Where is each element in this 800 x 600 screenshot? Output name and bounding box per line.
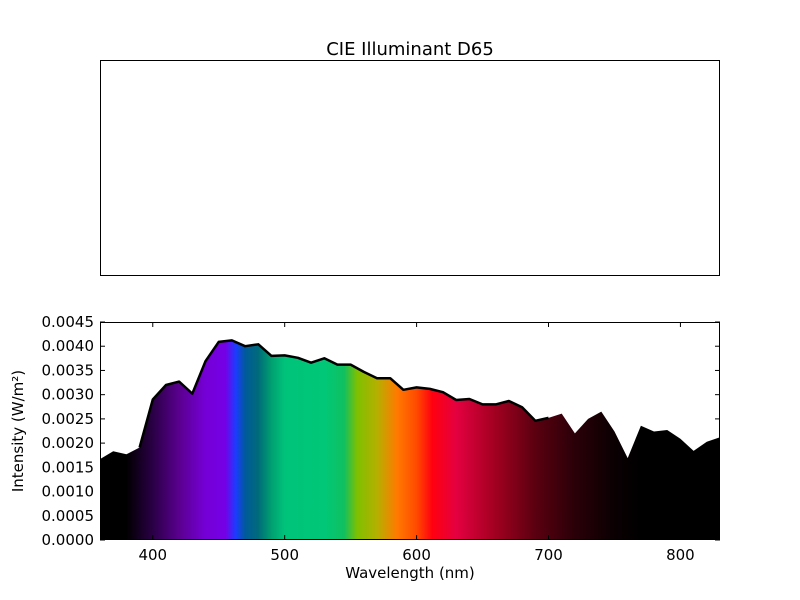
y-tick-label: 0.0045 — [42, 313, 95, 331]
top-axes-frame — [100, 60, 720, 276]
spectrum-area — [100, 340, 720, 540]
x-tick-label: 400 — [138, 546, 167, 564]
spectrum-plot — [100, 339, 720, 540]
x-tick-label: 600 — [402, 546, 431, 564]
x-axis-label: Wavelength (nm) — [345, 564, 475, 582]
y-axis-label: Intensity (W/m²) — [9, 370, 27, 492]
y-tick-label: 0.0035 — [42, 361, 95, 379]
y-tick-label: 0.0030 — [42, 386, 95, 404]
y-tick-label: 0.0020 — [42, 434, 95, 452]
x-tick-label: 800 — [666, 546, 695, 564]
axis-ticks: 400 500 600 700 800 0.0000 0.0005 0.0010 0.0015 0… — [42, 313, 720, 564]
y-tick-label: 0.0005 — [42, 507, 95, 525]
x-tick-label: 700 — [534, 546, 563, 564]
chart-title: CIE Illuminant D65 — [326, 39, 494, 60]
spectrum-line — [138, 339, 549, 448]
y-tick-label: 0.0040 — [42, 337, 95, 355]
y-tick-label: 0.0000 — [42, 531, 95, 549]
x-tick-label: 500 — [270, 546, 299, 564]
bottom-axes-frame — [100, 322, 720, 540]
y-tick-label: 0.0010 — [42, 483, 95, 501]
y-tick-label: 0.0015 — [42, 458, 95, 476]
y-tick-label: 0.0025 — [42, 410, 95, 428]
